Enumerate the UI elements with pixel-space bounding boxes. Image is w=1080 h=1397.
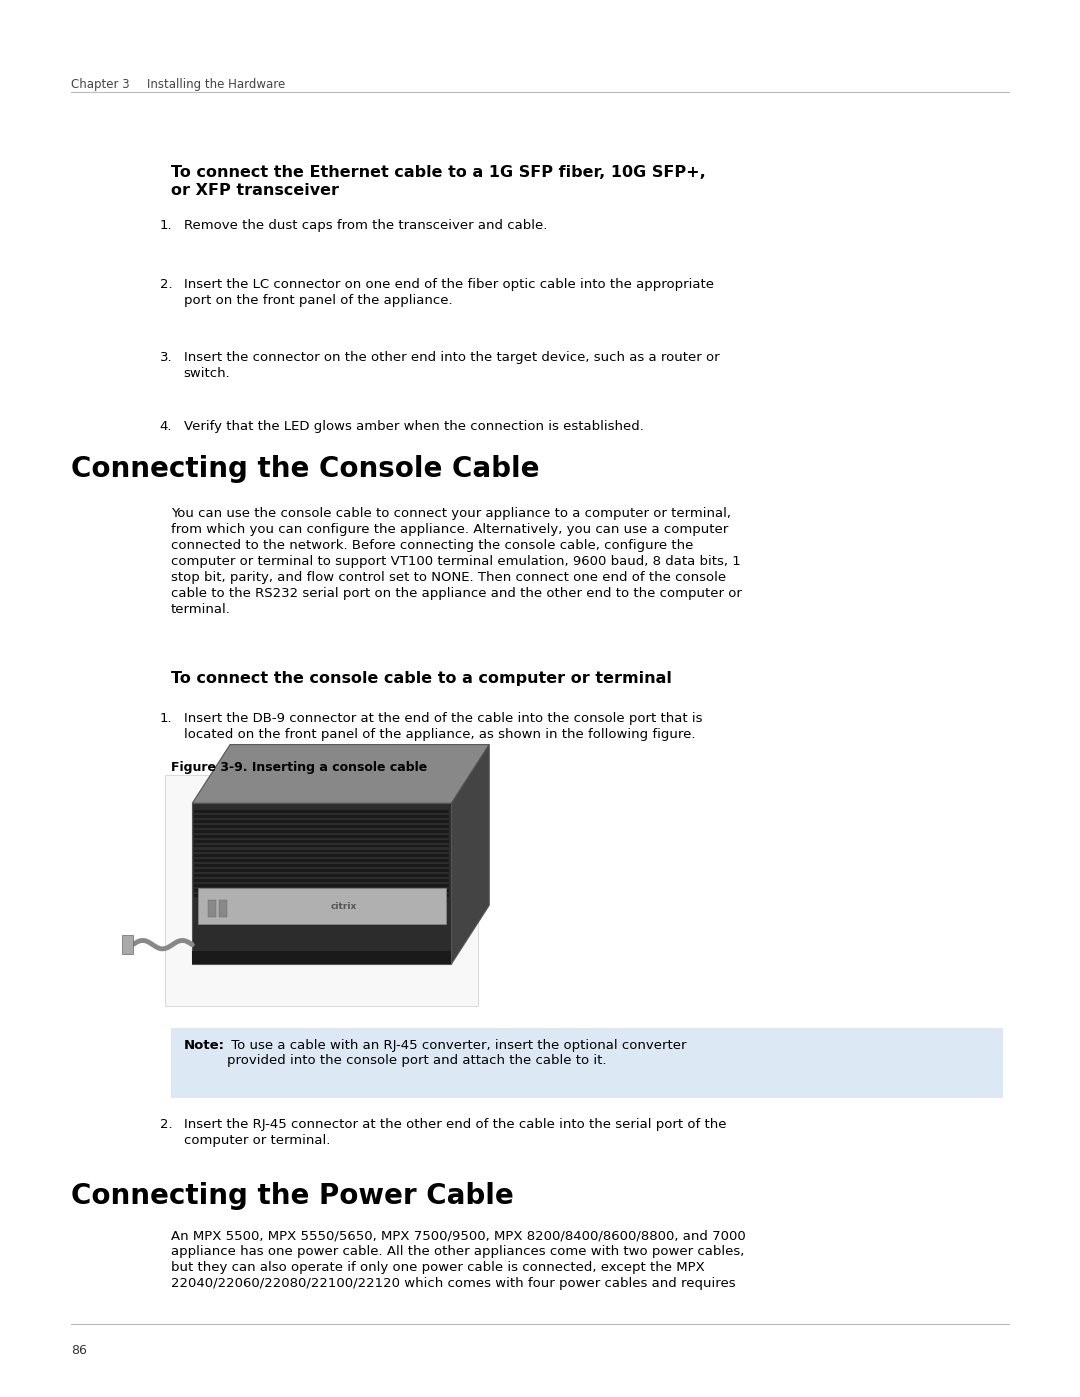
- Text: 86: 86: [71, 1344, 87, 1356]
- Bar: [194, 849, 449, 852]
- Text: citrix: citrix: [330, 901, 356, 911]
- Bar: [194, 865, 449, 868]
- Text: Insert the RJ-45 connector at the other end of the cable into the serial port of: Insert the RJ-45 connector at the other …: [184, 1118, 726, 1147]
- FancyBboxPatch shape: [171, 1028, 1003, 1098]
- Text: Insert the DB-9 connector at the end of the cable into the console port that is
: Insert the DB-9 connector at the end of …: [184, 712, 702, 742]
- Text: 1.: 1.: [160, 219, 173, 232]
- Text: 1.: 1.: [160, 712, 173, 725]
- Bar: [219, 900, 227, 916]
- Bar: [194, 830, 449, 833]
- Bar: [194, 840, 449, 842]
- Bar: [194, 826, 449, 828]
- Text: Connecting the Power Cable: Connecting the Power Cable: [71, 1182, 514, 1210]
- Text: An MPX 5500, MPX 5550/5650, MPX 7500/9500, MPX 8200/8400/8600/8800, and 7000
app: An MPX 5500, MPX 5550/5650, MPX 7500/950…: [171, 1229, 745, 1291]
- Bar: [194, 845, 449, 848]
- Text: Note:: Note:: [184, 1039, 225, 1052]
- Text: 2.: 2.: [160, 1118, 173, 1130]
- Text: Connecting the Console Cable: Connecting the Console Cable: [71, 455, 540, 483]
- Bar: [194, 835, 449, 838]
- Text: Insert the LC connector on one end of the fiber optic cable into the appropriate: Insert the LC connector on one end of th…: [184, 278, 714, 307]
- Bar: [194, 879, 449, 882]
- Bar: [208, 900, 216, 916]
- Bar: [192, 803, 451, 964]
- Text: To connect the Ethernet cable to a 1G SFP fiber, 10G SFP+,
or XFP transceiver: To connect the Ethernet cable to a 1G SF…: [171, 165, 705, 198]
- Bar: [192, 951, 451, 964]
- Bar: [194, 875, 449, 877]
- Bar: [194, 888, 449, 891]
- Bar: [194, 869, 449, 872]
- Bar: [194, 820, 449, 823]
- Text: Figure 3-9. Inserting a console cable: Figure 3-9. Inserting a console cable: [171, 761, 427, 774]
- Polygon shape: [451, 745, 489, 964]
- Bar: [194, 884, 449, 887]
- Text: 2.: 2.: [160, 278, 173, 291]
- Bar: [194, 855, 449, 858]
- Text: Remove the dust caps from the transceiver and cable.: Remove the dust caps from the transceive…: [184, 219, 546, 232]
- Bar: [122, 935, 133, 954]
- Text: Chapter 3: Chapter 3: [71, 78, 130, 91]
- Text: To use a cable with an RJ-45 converter, insert the optional converter
provided i: To use a cable with an RJ-45 converter, …: [227, 1039, 686, 1067]
- Polygon shape: [192, 745, 489, 803]
- Bar: [194, 816, 449, 819]
- Text: 4.: 4.: [160, 420, 173, 433]
- Bar: [198, 888, 446, 923]
- Bar: [194, 894, 449, 897]
- Text: Verify that the LED glows amber when the connection is established.: Verify that the LED glows amber when the…: [184, 420, 644, 433]
- Text: To connect the console cable to a computer or terminal: To connect the console cable to a comput…: [171, 671, 672, 686]
- Text: Installing the Hardware: Installing the Hardware: [147, 78, 285, 91]
- Bar: [194, 810, 449, 813]
- Text: You can use the console cable to connect your appliance to a computer or termina: You can use the console cable to connect…: [171, 507, 742, 616]
- Bar: [194, 859, 449, 862]
- FancyBboxPatch shape: [165, 775, 478, 1006]
- Text: Insert the connector on the other end into the target device, such as a router o: Insert the connector on the other end in…: [184, 351, 719, 380]
- Text: 3.: 3.: [160, 351, 173, 363]
